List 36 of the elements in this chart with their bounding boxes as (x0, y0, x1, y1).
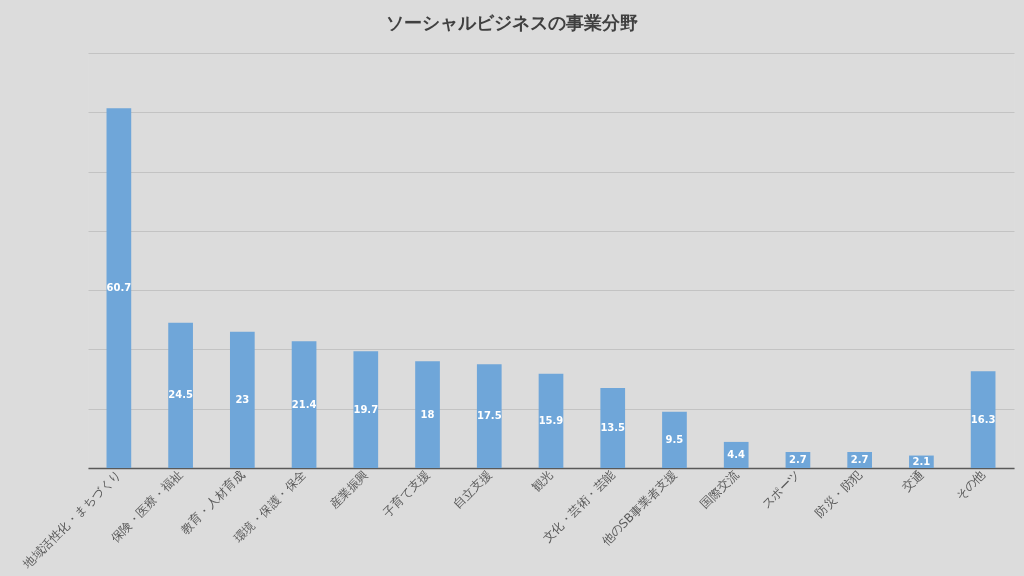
bar (415, 361, 440, 468)
bar (476, 364, 502, 468)
x-tick-label: 子育て支援 (380, 467, 433, 520)
chart-title: ソーシャルビジネスの事業分野 (386, 12, 638, 33)
x-tick-label: 産業振興 (326, 467, 371, 512)
data-label: 13.5 (600, 421, 626, 433)
data-label: 2.1 (912, 455, 931, 467)
data-label: 17.5 (476, 410, 502, 422)
data-label: 60.7 (106, 282, 132, 294)
bar (229, 331, 255, 468)
data-label: 18 (420, 408, 435, 420)
data-label: 24.5 (168, 389, 193, 401)
data-label: 4.4 (727, 448, 746, 460)
bar (168, 322, 193, 468)
x-tick-label: スポーツ (759, 467, 803, 512)
data-label: 23 (235, 393, 250, 405)
x-tick-label: 交通 (899, 467, 927, 495)
data-label: 19.7 (353, 403, 379, 415)
data-label: 21.4 (291, 398, 317, 410)
bar (662, 411, 687, 468)
data-label: 15.9 (538, 414, 564, 426)
x-tick-label: 観光 (529, 467, 556, 495)
data-label: 9.5 (665, 433, 684, 445)
x-tick-label: 自立支援 (450, 467, 495, 512)
x-tick-label: 防災・防犯 (812, 467, 865, 520)
bar (970, 371, 996, 468)
data-label: 2.7 (850, 454, 869, 465)
x-tick-label: 国際交流 (697, 467, 742, 512)
data-label: 2.7 (789, 454, 807, 465)
bar (538, 373, 564, 468)
bar (600, 387, 626, 468)
data-label: 16.3 (970, 413, 996, 425)
bar (106, 108, 132, 468)
bar (291, 341, 317, 468)
bar (353, 351, 379, 468)
x-tick-label: その他 (952, 467, 989, 503)
